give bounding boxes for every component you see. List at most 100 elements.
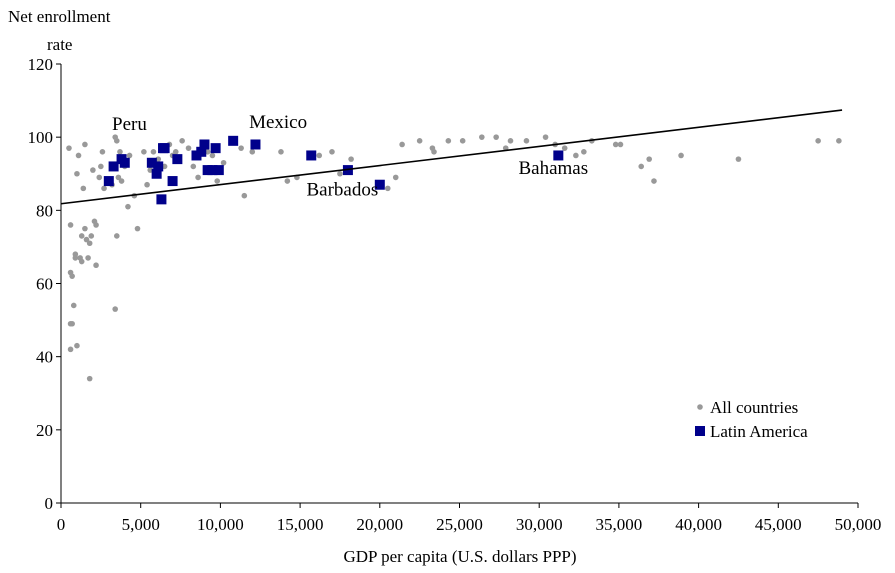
point-all-countries — [479, 134, 485, 140]
point-all-countries — [651, 178, 657, 184]
annotation-label: Barbados — [306, 180, 378, 201]
x-tick-label: 40,000 — [675, 515, 722, 534]
point-all-countries — [459, 138, 466, 144]
point-all-countries — [67, 346, 74, 353]
point-all-countries — [98, 163, 104, 170]
point-all-countries — [69, 273, 75, 279]
point-all-countries — [523, 138, 530, 144]
point-all-countries — [220, 159, 227, 166]
point-all-countries — [172, 149, 179, 155]
point-latin-america — [146, 157, 157, 168]
point-latin-america — [167, 176, 178, 187]
x-tick-label: 0 — [57, 515, 66, 534]
x-tick-label: 25,000 — [436, 515, 483, 534]
point-latin-america — [213, 165, 224, 176]
point-all-countries — [86, 375, 93, 382]
point-all-countries — [185, 145, 192, 151]
point-all-countries — [78, 258, 85, 265]
point-latin-america — [196, 146, 207, 157]
point-all-countries — [70, 302, 77, 309]
point-latin-america — [153, 161, 164, 172]
point-all-countries — [678, 152, 684, 159]
point-all-countries — [82, 225, 88, 232]
point-all-countries — [88, 233, 95, 239]
y-tick-label: 40 — [36, 348, 53, 367]
annotation-label: Peru — [112, 114, 147, 135]
point-all-countries — [278, 149, 284, 155]
point-all-countries — [112, 306, 118, 312]
point-all-countries — [75, 152, 82, 159]
point-all-countries — [392, 174, 399, 181]
point-all-countries — [90, 167, 96, 173]
point-all-countries — [445, 138, 452, 144]
point-all-countries — [69, 320, 75, 327]
point-latin-america — [199, 139, 210, 150]
x-tick-label: 15,000 — [277, 515, 324, 534]
point-all-countries — [96, 174, 103, 181]
annotation-label: Bahamas — [518, 158, 588, 179]
point-all-countries — [214, 178, 221, 184]
y-tick-label: 0 — [45, 494, 54, 513]
plot-area: 0 20 40 60 80 100 120 0 5,000 10,000 15,000 20,000 2… — [28, 55, 882, 534]
point-all-countries — [83, 236, 90, 243]
point-latin-america — [108, 161, 119, 172]
point-all-countries — [72, 255, 79, 261]
y-axis-title-line-2: rate — [47, 35, 72, 54]
point-all-countries — [125, 203, 131, 210]
point-all-countries — [209, 152, 216, 159]
point-all-countries — [74, 342, 80, 349]
point-latin-america — [228, 135, 239, 146]
point-all-countries — [113, 138, 120, 144]
point-latin-america — [210, 143, 221, 154]
point-all-countries — [638, 163, 645, 170]
point-all-countries — [316, 152, 323, 159]
point-latin-america — [250, 139, 261, 150]
point-all-countries — [416, 138, 423, 144]
point-all-countries — [815, 138, 821, 144]
point-all-countries — [144, 181, 150, 188]
point-all-countries — [74, 170, 80, 177]
x-tick-label: 5,000 — [122, 515, 160, 534]
point-latin-america — [172, 154, 183, 165]
point-all-countries — [118, 178, 125, 184]
point-all-countries — [85, 255, 91, 261]
point-latin-america — [374, 179, 385, 190]
legend-marker-latin-america — [695, 426, 705, 436]
y-tick-label: 120 — [28, 55, 54, 74]
x-tick-label: 20,000 — [356, 515, 403, 534]
point-all-countries — [117, 149, 123, 155]
point-all-countries — [93, 262, 99, 269]
point-all-countries — [78, 233, 85, 239]
point-all-countries — [67, 222, 74, 228]
point-all-countries — [238, 145, 244, 151]
point-all-countries — [493, 134, 499, 140]
point-latin-america — [553, 150, 564, 161]
point-all-countries — [384, 185, 391, 192]
point-all-countries — [735, 156, 742, 162]
point-all-countries — [612, 141, 619, 148]
point-latin-america — [159, 143, 170, 154]
point-all-countries — [86, 240, 93, 247]
point-all-countries — [179, 138, 185, 144]
trend-line — [60, 109, 843, 205]
legend-label-all-countries: All countries — [710, 398, 798, 417]
point-all-countries — [581, 149, 587, 155]
point-all-countries — [82, 141, 88, 148]
point-all-countries — [101, 185, 107, 192]
x-tick-label: 45,000 — [755, 515, 802, 534]
x-axis-title: GDP per capita (U.S. dollars PPP) — [343, 547, 576, 566]
point-latin-america — [119, 157, 130, 168]
point-all-countries — [93, 222, 99, 228]
point-all-countries — [126, 152, 133, 159]
legend-label-latin-america: Latin America — [710, 422, 808, 441]
point-all-countries — [284, 178, 291, 184]
point-all-countries — [573, 152, 579, 159]
y-tick-label: 80 — [36, 201, 53, 220]
point-latin-america — [306, 150, 317, 161]
point-all-countries — [141, 149, 147, 155]
point-all-countries — [99, 149, 106, 155]
legend: All countries Latin America — [695, 398, 808, 441]
y-axis-title: Net enrollment rate — [8, 7, 111, 54]
point-all-countries — [249, 149, 256, 155]
